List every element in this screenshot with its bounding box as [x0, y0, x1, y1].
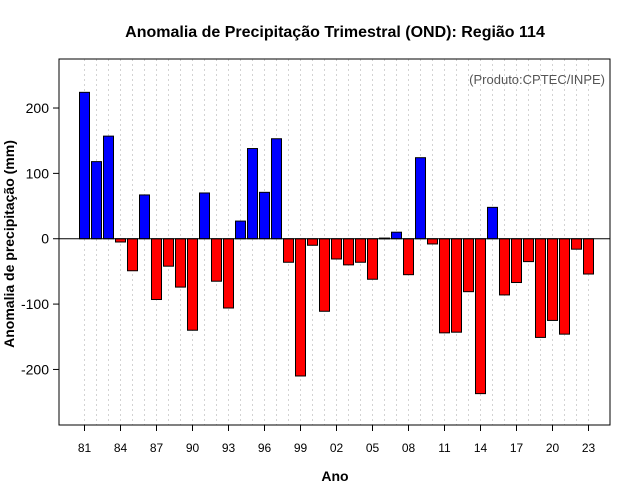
bar-99: [295, 238, 306, 377]
y-tick-label: 100: [26, 165, 50, 181]
x-tick-label: 90: [186, 441, 200, 455]
x-tick-label: 14: [474, 441, 488, 455]
bar-95: [247, 148, 258, 240]
bar-18: [523, 238, 534, 263]
bar-20: [547, 238, 558, 321]
x-tick-label: 99: [294, 441, 308, 455]
bar-00: [307, 238, 318, 246]
bar-85: [127, 238, 138, 272]
bar-98: [283, 238, 294, 263]
bar-04: [355, 238, 366, 263]
bar-17: [511, 238, 522, 284]
x-tick-label: 17: [510, 441, 524, 455]
x-axis: 81 84 87 90 93 96 99 02 05 08 11 14 17 20 23: [78, 425, 596, 455]
bar-82: [91, 161, 102, 240]
x-tick-label: 96: [258, 441, 272, 455]
bar-08: [403, 238, 414, 276]
bar-21: [559, 238, 570, 335]
bar-12: [451, 238, 462, 333]
bar-01: [319, 238, 330, 312]
x-tick-label: 84: [114, 441, 128, 455]
bar-02: [331, 238, 342, 260]
x-tick-label: 93: [222, 441, 236, 455]
bar-03: [343, 238, 354, 266]
chart-title: Anomalia de Precipitação Trimestral (OND…: [125, 24, 545, 41]
y-tick-label: -200: [21, 361, 49, 377]
x-tick-label: 08: [402, 441, 416, 455]
x-tick-label: 23: [582, 441, 596, 455]
bar-92: [211, 238, 222, 282]
bar-89: [175, 238, 186, 288]
bar-90: [187, 238, 198, 331]
y-tick-label: 200: [26, 100, 50, 116]
bar-87: [151, 238, 162, 301]
y-tick-label: 0: [41, 231, 49, 247]
bar-07: [391, 231, 402, 240]
y-axis-title: Anomalia de precipitação (mm): [1, 140, 17, 348]
bar-97: [271, 138, 282, 240]
bar-14: [475, 238, 486, 395]
bar-93: [223, 238, 234, 309]
bar-19: [535, 238, 546, 338]
bar-88: [163, 238, 174, 267]
bar-16: [499, 238, 510, 296]
bars-group: [79, 91, 594, 395]
bar-91: [199, 192, 210, 240]
bar-10: [427, 238, 438, 245]
bar-13: [463, 238, 474, 293]
bar-81: [79, 91, 90, 240]
bar-15: [487, 206, 498, 240]
plot-frame: [58, 58, 611, 426]
bar-23: [583, 238, 594, 275]
bar-86: [139, 194, 150, 240]
bar-05: [367, 238, 378, 280]
x-axis-title: Ano: [321, 468, 348, 484]
bar-94: [235, 220, 246, 240]
x-tick-label: 05: [366, 441, 380, 455]
x-tick-label: 02: [330, 441, 344, 455]
x-tick-label: 11: [438, 441, 451, 455]
x-tick-label: 81: [78, 441, 92, 455]
y-axis: -200 -100 0 100 200: [21, 100, 59, 377]
bar-96: [259, 191, 270, 240]
bar-22: [571, 238, 582, 250]
source-annotation: (Produto:CPTEC/INPE): [469, 72, 605, 87]
x-tick-label: 87: [150, 441, 164, 455]
x-tick-label: 20: [546, 441, 560, 455]
y-tick-label: -100: [21, 296, 49, 312]
bar-09: [415, 157, 426, 240]
bar-11: [439, 238, 450, 334]
bar-83: [103, 135, 114, 240]
